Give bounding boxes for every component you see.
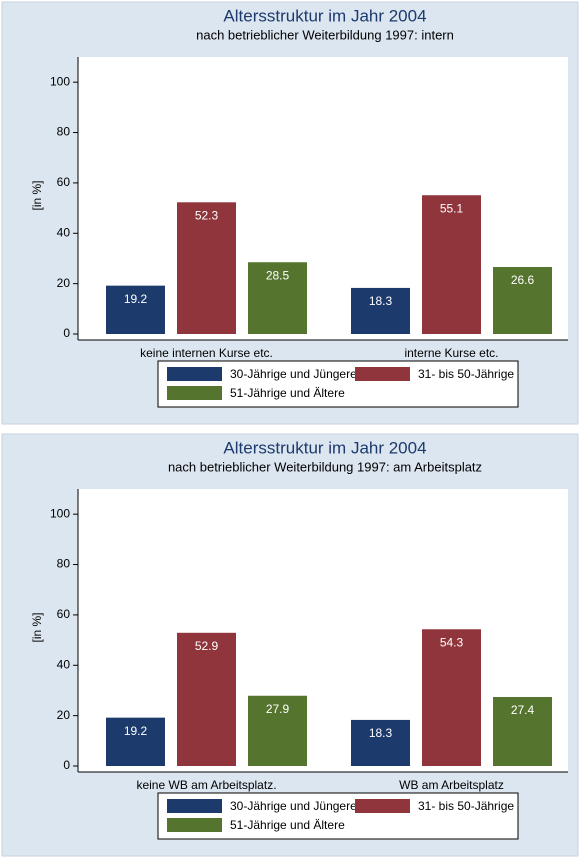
bar: [422, 195, 481, 334]
x-tick-label: WB am Arbeitsplatz: [399, 778, 504, 792]
bar: [422, 629, 481, 766]
bar: [106, 285, 165, 334]
legend-swatch: [167, 799, 222, 813]
value-label: 18.3: [369, 726, 393, 740]
value-label: 54.3: [440, 635, 464, 649]
value-label: 18.3: [369, 294, 393, 308]
bar: [351, 719, 410, 766]
bar: [248, 262, 307, 334]
bar: [248, 695, 307, 766]
legend-swatch: [355, 799, 410, 813]
legend-label: 31- bis 50-Jährige: [418, 367, 514, 381]
bar: [493, 267, 552, 334]
y-tick-label: 0: [63, 326, 70, 340]
y-tick-label: 20: [57, 276, 71, 290]
y-axis-label: [in %]: [30, 180, 44, 210]
bar: [351, 287, 410, 334]
bar: [177, 202, 236, 334]
legend-swatch: [355, 367, 410, 381]
y-tick-label: 60: [57, 175, 71, 189]
bar: [177, 632, 236, 766]
value-label: 19.2: [124, 292, 148, 306]
chart-subtitle: nach betrieblicher Weiterbildung 1997: a…: [168, 459, 482, 474]
y-axis-label: [in %]: [30, 612, 44, 642]
legend-label: 31- bis 50-Jährige: [418, 799, 514, 813]
legend-label: 30-Jährige und Jüngere: [230, 367, 357, 381]
y-tick-label: 100: [50, 74, 70, 88]
y-tick-label: 40: [57, 225, 71, 239]
y-tick-label: 80: [57, 125, 71, 139]
value-label: 28.5: [266, 268, 290, 282]
value-label: 52.3: [195, 208, 219, 222]
value-label: 27.4: [511, 703, 535, 717]
chart-title: Altersstruktur im Jahr 2004: [223, 6, 426, 25]
y-tick-label: 60: [57, 607, 71, 621]
x-tick-label: keine internen Kurse etc.: [140, 346, 273, 360]
value-label: 27.9: [266, 702, 290, 716]
value-label: 26.6: [511, 273, 535, 287]
value-label: 52.9: [195, 639, 219, 653]
y-tick-label: 0: [63, 758, 70, 772]
legend-label: 51-Jährige und Ältere: [230, 386, 345, 400]
legend-label: 51-Jährige und Ältere: [230, 818, 345, 832]
y-tick-label: 20: [57, 708, 71, 722]
bar: [106, 717, 165, 766]
y-tick-label: 80: [57, 557, 71, 571]
chart-subtitle: nach betrieblicher Weiterbildung 1997: i…: [196, 27, 454, 42]
legend-label: 30-Jährige und Jüngere: [230, 799, 357, 813]
value-label: 55.1: [440, 201, 464, 215]
y-tick-label: 40: [57, 657, 71, 671]
legend-swatch: [167, 367, 222, 381]
legend-swatch: [167, 818, 222, 832]
legend-swatch: [167, 386, 222, 400]
y-tick-label: 100: [50, 506, 70, 520]
x-tick-label: interne Kurse etc.: [404, 346, 498, 360]
x-tick-label: keine WB am Arbeitsplatz.: [136, 778, 276, 792]
value-label: 19.2: [124, 724, 148, 738]
chart-title: Altersstruktur im Jahr 2004: [223, 438, 426, 457]
bar: [493, 697, 552, 766]
